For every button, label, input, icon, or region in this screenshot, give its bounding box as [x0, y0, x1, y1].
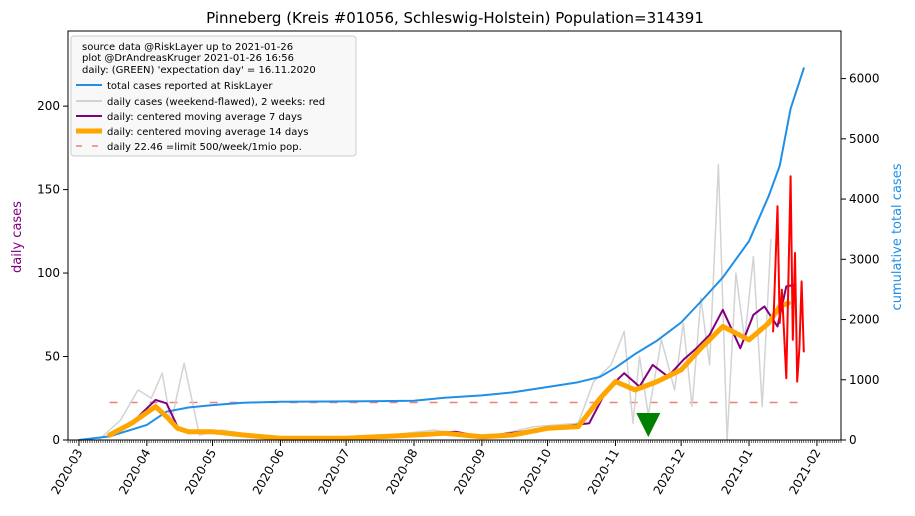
x-tick-label: 2020-04: [116, 447, 153, 497]
x-tick-label: 2020-11: [585, 447, 622, 497]
left-y-tick-label: 200: [37, 99, 60, 113]
legend-header-2: plot @DrAndreasKruger 2021-01-26 16:56: [82, 53, 294, 64]
left-y-tick-label: 150: [37, 183, 60, 197]
right-y-tick-label: 2000: [849, 313, 880, 327]
legend-label-total: total cases reported at RiskLayer: [107, 81, 273, 92]
series-line-daily: [97, 163, 772, 441]
series-line-total-cases: [77, 67, 805, 441]
legend-label-daily: daily cases (weekend-flawed), 2 weeks: r…: [107, 97, 325, 108]
right-y-tick-label: 6000: [849, 72, 880, 86]
x-tick-label: 2020-12: [651, 447, 688, 497]
series-line-ma14: [107, 300, 791, 441]
right-y-tick-label: 0: [849, 433, 857, 447]
x-tick-label: 2020-09: [451, 447, 488, 497]
right-y-tick-label: 3000: [849, 252, 880, 266]
legend-header-3: daily: (GREEN) 'expectation day' = 16.11…: [82, 65, 316, 76]
right-y-tick-label: 5000: [849, 132, 880, 146]
expectation-day-marker: [636, 413, 661, 437]
x-tick-label: 2020-05: [182, 447, 219, 497]
x-tick-label: 2020-06: [250, 447, 287, 497]
x-tick-label: 2021-02: [786, 447, 823, 497]
legend-header-1: source data @RiskLayer up to 2021-01-26: [82, 42, 293, 53]
series-line-daily-recent: [772, 175, 805, 383]
chart-marks: [77, 67, 805, 441]
chart-title: Pinneberg (Kreis #01056, Schleswig-Holst…: [206, 9, 704, 27]
left-y-tick-label: 0: [52, 433, 60, 447]
plot-frame: [67, 30, 842, 441]
x-tick-label: 2021-01: [718, 447, 755, 497]
legend-box: [70, 35, 357, 157]
left-y-tick-label: 100: [37, 266, 60, 280]
right-y-tick-label: 1000: [849, 373, 880, 387]
x-tick-label: 2020-10: [517, 447, 554, 497]
x-tick-label: 2020-03: [48, 447, 85, 497]
right-axis-label: cumulative total cases: [890, 163, 905, 310]
left-axis-label: daily cases: [10, 201, 25, 273]
legend-label-ma14: daily: centered moving average 14 days: [107, 127, 308, 138]
right-y-tick-label: 4000: [849, 192, 880, 206]
x-tick-label: 2020-07: [316, 447, 353, 497]
legend-label-ma7: daily: centered moving average 7 days: [107, 112, 302, 123]
legend-label-limit: daily 22.46 =limit 500/week/1mio pop.: [107, 142, 302, 153]
left-y-tick-label: 50: [45, 350, 60, 364]
x-tick-label: 2020-08: [383, 447, 420, 497]
legend: source data @RiskLayer up to 2021-01-26 …: [70, 35, 357, 157]
